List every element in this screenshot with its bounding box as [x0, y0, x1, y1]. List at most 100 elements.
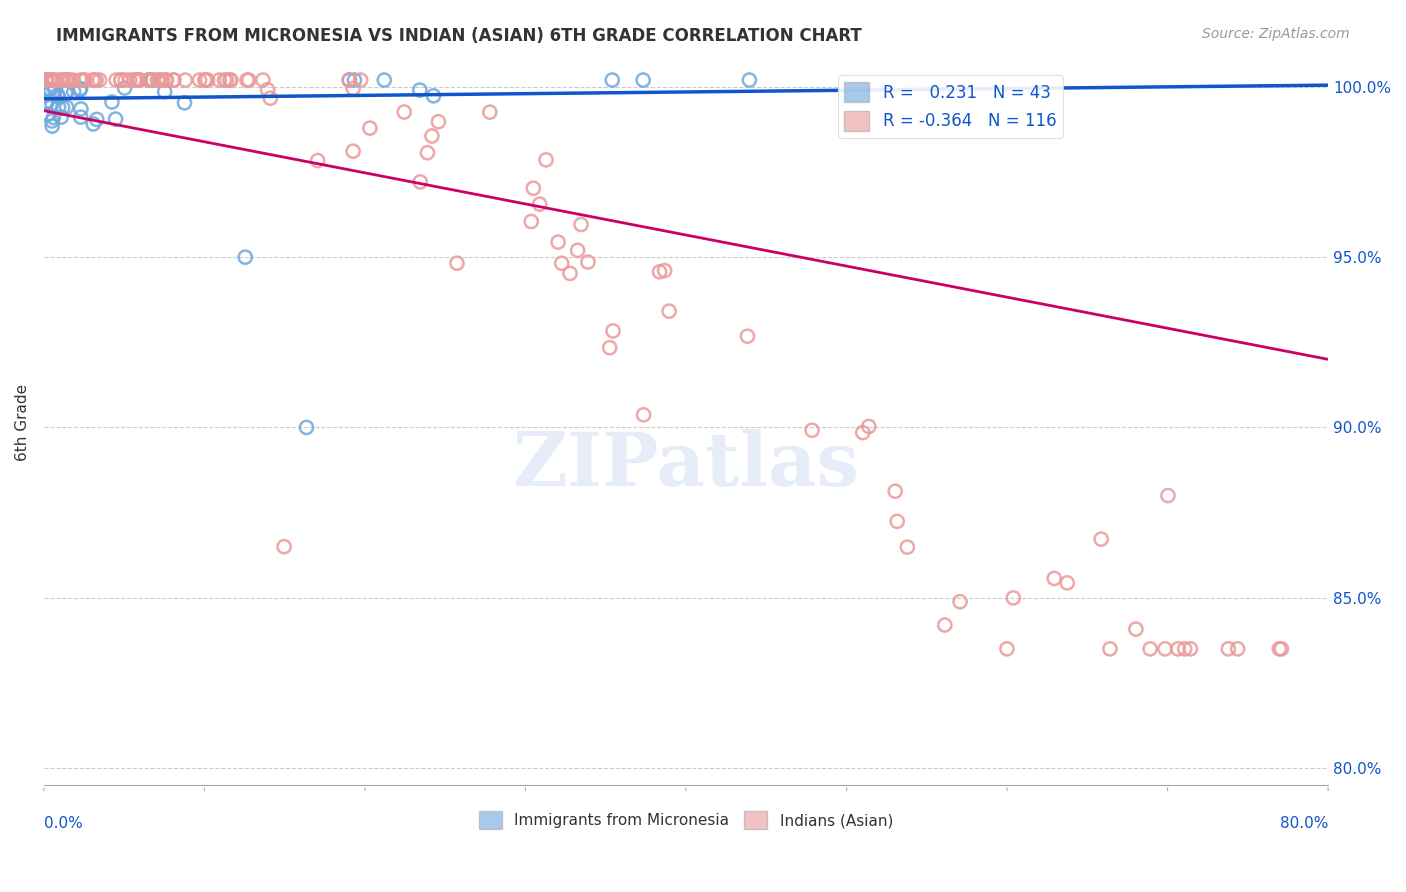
Point: [149, 73, 172, 87]
Point: [142, 73, 165, 87]
Point: [69, 83, 91, 97]
Point: [69, 81, 91, 95]
Point: [236, 73, 259, 87]
Point: [1268, 641, 1291, 656]
Point: [174, 73, 197, 87]
Point: [146, 73, 169, 87]
Point: [208, 73, 231, 87]
Point: [69, 73, 91, 87]
Point: [359, 121, 381, 136]
Point: [1167, 641, 1189, 656]
Point: [101, 95, 124, 109]
Point: [529, 197, 551, 211]
Point: [631, 73, 654, 87]
Point: [105, 73, 128, 87]
Point: [127, 73, 149, 87]
Point: [139, 73, 162, 87]
Point: [337, 73, 360, 87]
Point: [252, 73, 274, 87]
Point: [69, 110, 91, 124]
Point: [858, 419, 880, 434]
Point: [307, 153, 329, 168]
Point: [350, 73, 373, 87]
Point: [949, 595, 972, 609]
Point: [1043, 571, 1066, 585]
Point: [547, 235, 569, 249]
Point: [520, 214, 543, 228]
Point: [38, 83, 60, 97]
Point: [194, 73, 217, 87]
Point: [522, 181, 544, 195]
Point: [219, 73, 242, 87]
Point: [129, 73, 152, 87]
Point: [602, 324, 624, 338]
Point: [801, 423, 824, 437]
Point: [35, 73, 58, 87]
Point: [58, 73, 80, 87]
Point: [136, 73, 159, 87]
Point: [39, 82, 62, 96]
Point: [238, 73, 260, 87]
Point: [427, 114, 450, 128]
Point: [110, 73, 132, 87]
Point: [1090, 532, 1112, 546]
Point: [446, 256, 468, 270]
Point: [884, 484, 907, 499]
Point: [37, 107, 59, 121]
Point: [1125, 622, 1147, 636]
Point: [534, 153, 557, 167]
Point: [46, 87, 69, 102]
Point: [55, 86, 77, 100]
Point: [41, 114, 63, 128]
Point: [58, 73, 80, 87]
Point: [1180, 641, 1202, 656]
Point: [41, 73, 63, 87]
Point: [273, 540, 295, 554]
Point: [48, 90, 70, 104]
Point: [737, 329, 759, 343]
Point: [422, 88, 444, 103]
Point: [75, 73, 97, 87]
Text: 80.0%: 80.0%: [1279, 815, 1329, 830]
Point: [1157, 489, 1180, 503]
Point: [343, 73, 366, 87]
Point: [84, 73, 107, 87]
Point: [34, 73, 56, 87]
Point: [72, 73, 94, 87]
Point: [342, 81, 364, 95]
Legend: Immigrants from Micronesia, Indians (Asian): Immigrants from Micronesia, Indians (Asi…: [472, 805, 898, 836]
Point: [1270, 641, 1292, 656]
Point: [197, 73, 219, 87]
Point: [995, 641, 1018, 656]
Point: [152, 73, 174, 87]
Point: [35, 73, 58, 87]
Point: [62, 85, 84, 99]
Point: [35, 96, 58, 111]
Point: [558, 266, 581, 280]
Point: [104, 112, 127, 126]
Text: IMMIGRANTS FROM MICRONESIA VS INDIAN (ASIAN) 6TH GRADE CORRELATION CHART: IMMIGRANTS FROM MICRONESIA VS INDIAN (AS…: [56, 27, 862, 45]
Point: [51, 110, 73, 124]
Point: [41, 73, 63, 87]
Point: [599, 341, 621, 355]
Point: [337, 73, 360, 87]
Text: 0.0%: 0.0%: [44, 815, 83, 830]
Point: [934, 618, 956, 632]
Text: ZIPatlas: ZIPatlas: [513, 429, 859, 502]
Y-axis label: 6th Grade: 6th Grade: [15, 384, 30, 461]
Point: [89, 73, 111, 87]
Point: [576, 255, 599, 269]
Point: [1174, 641, 1197, 656]
Point: [114, 81, 136, 95]
Point: [194, 73, 217, 87]
Point: [416, 145, 439, 160]
Point: [55, 73, 77, 87]
Text: Source: ZipAtlas.com: Source: ZipAtlas.com: [1202, 27, 1350, 41]
Point: [256, 83, 278, 97]
Point: [42, 111, 65, 125]
Point: [600, 73, 623, 87]
Point: [1154, 641, 1177, 656]
Point: [35, 73, 58, 87]
Point: [155, 73, 177, 87]
Point: [138, 73, 160, 87]
